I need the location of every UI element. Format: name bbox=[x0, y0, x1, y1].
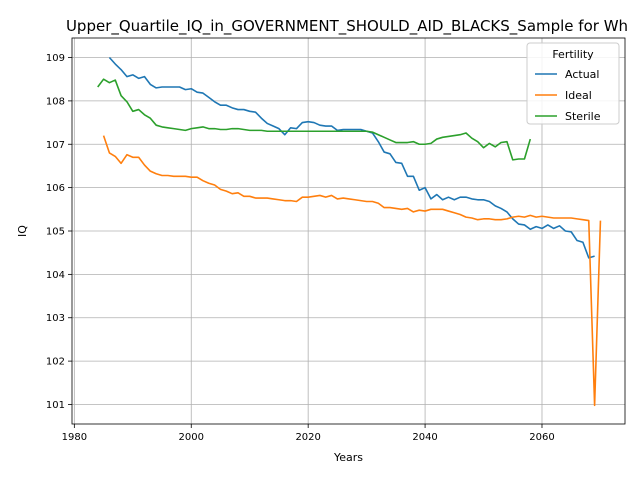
x-tick-label: 2040 bbox=[412, 432, 437, 443]
y-tick-label: 101 bbox=[46, 400, 65, 411]
y-tick-label: 106 bbox=[46, 183, 65, 194]
y-tick-label: 108 bbox=[46, 96, 65, 107]
series-line-sterile bbox=[97, 78, 532, 161]
x-tick-label: 2020 bbox=[295, 432, 320, 443]
legend-label-ideal: Ideal bbox=[565, 89, 592, 102]
legend-items: Actual Ideal Sterile bbox=[535, 68, 601, 123]
series-line-ideal bbox=[102, 135, 602, 407]
chart-title: Upper_Quartile_IQ_in_GOVERNMENT_SHOULD_A… bbox=[66, 17, 628, 36]
legend-label-actual: Actual bbox=[565, 68, 599, 81]
axis-ticks: 1980 2000 2020 2040 2060 101 102 103 104 105 106 10… bbox=[46, 53, 555, 443]
y-tick-label: 103 bbox=[46, 313, 65, 324]
x-tick-label: 2060 bbox=[529, 432, 554, 443]
y-tick-label: 109 bbox=[46, 53, 65, 64]
series-lines bbox=[97, 56, 602, 407]
y-tick-label: 105 bbox=[46, 227, 65, 238]
legend-title: Fertility bbox=[552, 48, 594, 61]
legend: Fertility Actual Ideal Sterile bbox=[526, 42, 620, 125]
y-tick-label: 104 bbox=[46, 270, 65, 281]
x-axis-label: Years bbox=[333, 451, 363, 464]
series-line-actual bbox=[108, 56, 595, 259]
legend-label-sterile: Sterile bbox=[565, 110, 601, 123]
x-tick-label: 2000 bbox=[179, 432, 204, 443]
y-tick-label: 107 bbox=[46, 140, 65, 151]
y-axis-label: IQ bbox=[16, 225, 29, 237]
x-tick-label: 1980 bbox=[62, 432, 87, 443]
y-tick-label: 102 bbox=[46, 357, 65, 368]
legend-box bbox=[526, 42, 620, 125]
grid bbox=[72, 38, 625, 424]
